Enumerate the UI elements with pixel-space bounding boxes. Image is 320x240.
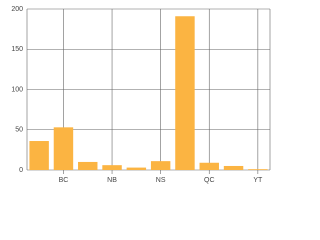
- y-tick-label: 150: [11, 46, 23, 53]
- bar: [29, 141, 49, 170]
- bar: [248, 169, 268, 170]
- x-tick-label: NS: [156, 177, 166, 184]
- bar: [78, 161, 98, 170]
- y-tick-label: 100: [11, 86, 23, 93]
- bar: [150, 161, 171, 170]
- bar: [199, 162, 219, 170]
- y-tick-label: 200: [11, 6, 23, 13]
- bar: [53, 127, 74, 170]
- x-tick-label: YT: [253, 177, 263, 184]
- bar: [175, 16, 195, 171]
- x-tick-label: BC: [59, 177, 69, 184]
- bar: [102, 165, 122, 170]
- x-tick-label: NB: [107, 177, 117, 184]
- chart: 0 50 100 150 200 BC NB NS QC YT: [11, 6, 271, 184]
- bar: [223, 165, 244, 170]
- x-tick-label: QC: [204, 177, 215, 184]
- y-tick-label: 0: [19, 167, 23, 174]
- bar: [126, 167, 147, 170]
- y-tick-label: 50: [15, 127, 23, 134]
